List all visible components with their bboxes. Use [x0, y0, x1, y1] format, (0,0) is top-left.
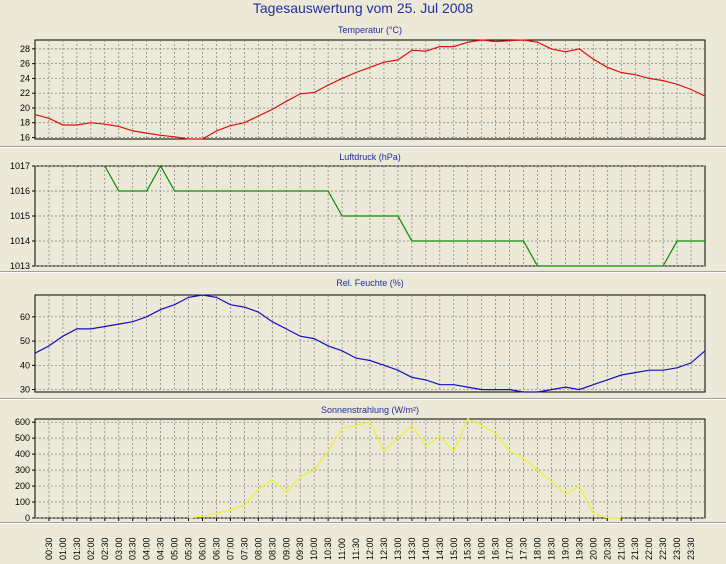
chart-title: Rel. Feuchte (%) — [336, 278, 404, 288]
x-tick-label: 05:00 — [170, 537, 180, 560]
x-tick-label: 06:30 — [211, 537, 221, 560]
x-tick-label: 22:30 — [658, 537, 668, 560]
y-tick-label: 30 — [20, 385, 30, 395]
x-tick-label: 20:30 — [602, 537, 612, 560]
x-tick-label: 04:00 — [142, 537, 152, 560]
x-tick-label: 23:00 — [672, 537, 682, 560]
x-tick-label: 17:00 — [505, 537, 515, 560]
x-tick-label: 17:30 — [519, 537, 529, 560]
x-tick-label: 01:00 — [58, 537, 68, 560]
x-tick-label: 18:00 — [533, 537, 543, 560]
x-tick-label: 08:30 — [267, 537, 277, 560]
series-line — [34, 294, 706, 393]
x-tick-label: 05:30 — [184, 537, 194, 560]
x-tick-label: 11:30 — [351, 538, 361, 560]
x-tick-label: 21:00 — [616, 537, 626, 560]
x-tick-label: 09:00 — [281, 537, 291, 560]
series-line — [34, 39, 706, 140]
y-tick-label: 24 — [20, 73, 30, 83]
x-tick-label: 13:00 — [393, 537, 403, 560]
y-tick-label: 1014 — [10, 236, 30, 246]
x-tick-label: 19:30 — [574, 537, 584, 560]
x-tick-label: 15:00 — [449, 537, 459, 560]
y-tick-label: 50 — [20, 336, 30, 346]
y-tick-label: 1015 — [10, 211, 30, 221]
y-tick-label: 200 — [15, 481, 30, 491]
y-tick-label: 1013 — [10, 261, 30, 271]
x-tick-label: 21:30 — [630, 537, 640, 560]
x-tick-label: 03:00 — [114, 537, 124, 560]
y-tick-label: 28 — [20, 44, 30, 54]
x-tick-label: 15:30 — [463, 537, 473, 560]
y-tick-label: 16 — [20, 133, 30, 143]
x-tick-label: 03:30 — [128, 537, 138, 560]
x-tick-label: 02:30 — [100, 537, 110, 560]
y-tick-label: 100 — [15, 497, 30, 507]
x-tick-label: 14:30 — [435, 537, 445, 560]
x-tick-label: 01:30 — [72, 537, 82, 560]
y-tick-label: 26 — [20, 59, 30, 69]
x-tick-label: 02:00 — [86, 537, 96, 560]
x-tick-label: 20:00 — [588, 537, 598, 560]
x-tick-label: 12:00 — [365, 537, 375, 560]
x-tick-label: 12:30 — [379, 537, 389, 560]
x-tick-label: 16:00 — [477, 537, 487, 560]
x-tick-label: 06:00 — [198, 537, 208, 560]
y-tick-label: 40 — [20, 360, 30, 370]
x-tick-label: 13:30 — [407, 537, 417, 560]
y-tick-label: 0 — [25, 513, 30, 523]
x-tick-label: 19:00 — [560, 537, 570, 560]
x-tick-label: 07:30 — [239, 537, 249, 560]
series-line — [188, 418, 622, 519]
page-title: Tagesauswertung vom 25. Jul 2008 — [252, 0, 474, 16]
y-tick-label: 1017 — [10, 161, 30, 171]
y-tick-label: 500 — [15, 433, 30, 443]
x-tick-label: 10:00 — [309, 537, 319, 560]
chart-title: Luftdruck (hPa) — [339, 152, 401, 162]
x-tick-label: 00:30 — [44, 537, 54, 560]
y-tick-label: 18 — [20, 118, 30, 128]
y-tick-label: 1016 — [10, 186, 30, 196]
x-tick-label: 11:00 — [337, 538, 347, 560]
x-tick-label: 23:30 — [686, 537, 696, 560]
x-tick-label: 16:30 — [491, 537, 501, 560]
x-tick-label: 07:00 — [225, 537, 235, 560]
chart-title: Temperatur (°C) — [338, 25, 402, 35]
x-tick-label: 18:30 — [546, 537, 556, 560]
chart-title: Sonnenstrahlung (W/m²) — [321, 405, 419, 415]
x-tick-label: 22:00 — [644, 537, 654, 560]
series-line — [104, 164, 705, 267]
y-tick-label: 20 — [20, 103, 30, 113]
y-tick-label: 22 — [20, 88, 30, 98]
x-tick-label: 10:30 — [323, 537, 333, 560]
x-tick-label: 09:30 — [295, 537, 305, 560]
x-tick-label: 04:30 — [156, 537, 166, 560]
y-tick-label: 400 — [15, 449, 30, 459]
x-tick-label: 14:00 — [421, 537, 431, 560]
y-tick-label: 60 — [20, 312, 30, 322]
y-tick-label: 600 — [15, 417, 30, 427]
x-tick-label: 08:00 — [253, 537, 263, 560]
y-tick-label: 300 — [15, 465, 30, 475]
